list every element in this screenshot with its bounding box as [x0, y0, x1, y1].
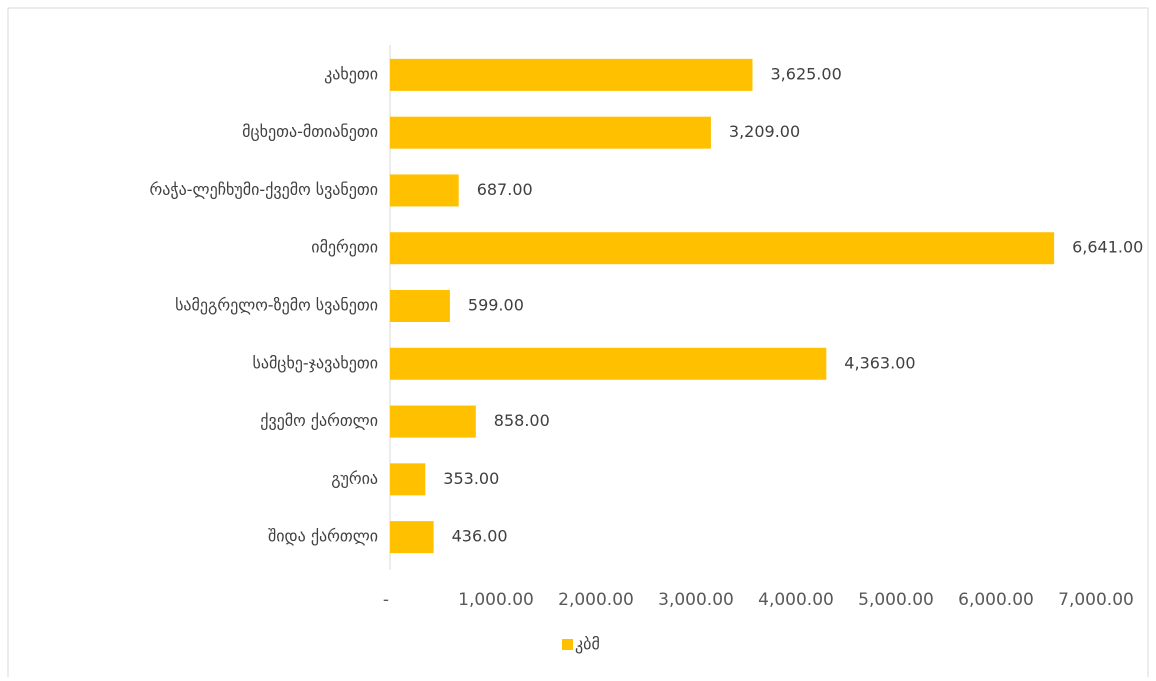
y-tick-label: სამეგრელო-ზემო სვანეთი: [175, 296, 378, 315]
legend-label: კბმ: [575, 635, 600, 654]
bar: [390, 116, 711, 149]
x-tick-label: 3,000.00: [658, 590, 734, 610]
x-tick-label: 4,000.00: [758, 590, 834, 610]
bar: [390, 290, 450, 322]
x-tick-label: 1,000.00: [458, 590, 534, 610]
legend-swatch: [562, 639, 573, 650]
y-tick-label: შიდა ქართლი: [268, 527, 378, 546]
bar: [390, 405, 476, 438]
x-tick-label: 7,000.00: [1058, 590, 1134, 610]
value-label: 4,363.00: [844, 353, 915, 372]
y-tick-label: კახეთი: [324, 64, 378, 83]
bar: [390, 347, 827, 380]
x-tick-label: 5,000.00: [858, 590, 934, 610]
value-label: 6,641.00: [1072, 238, 1143, 257]
value-label: 599.00: [468, 296, 524, 315]
y-tick-label: რაჭა-ლეჩხუმი-ქვემო სვანეთი: [149, 180, 378, 199]
chart-frame: [7, 7, 1149, 681]
bar: [390, 463, 426, 496]
value-label: 353.00: [443, 469, 499, 488]
value-label: 858.00: [494, 411, 550, 430]
y-tick-label: გურია: [331, 469, 378, 488]
bar: [390, 232, 1055, 265]
value-label: 687.00: [477, 180, 533, 199]
y-tick-label: იმერეთი: [311, 238, 378, 257]
bar: [390, 58, 753, 91]
value-label: 436.00: [452, 527, 508, 546]
bar: [390, 521, 434, 554]
value-label: 3,209.00: [729, 122, 800, 141]
x-tick-label: 6,000.00: [958, 590, 1034, 610]
y-tick-label: სამცხე-ჯავახეთი: [252, 353, 378, 372]
x-tick-label: 2,000.00: [558, 590, 634, 610]
x-tick-label: -: [383, 590, 389, 610]
bar: [390, 174, 459, 207]
y-tick-label: ქვემო ქართლი: [260, 411, 378, 430]
value-label: 3,625.00: [771, 64, 842, 83]
y-tick-label: მცხეთა-მთიანეთი: [242, 122, 378, 141]
